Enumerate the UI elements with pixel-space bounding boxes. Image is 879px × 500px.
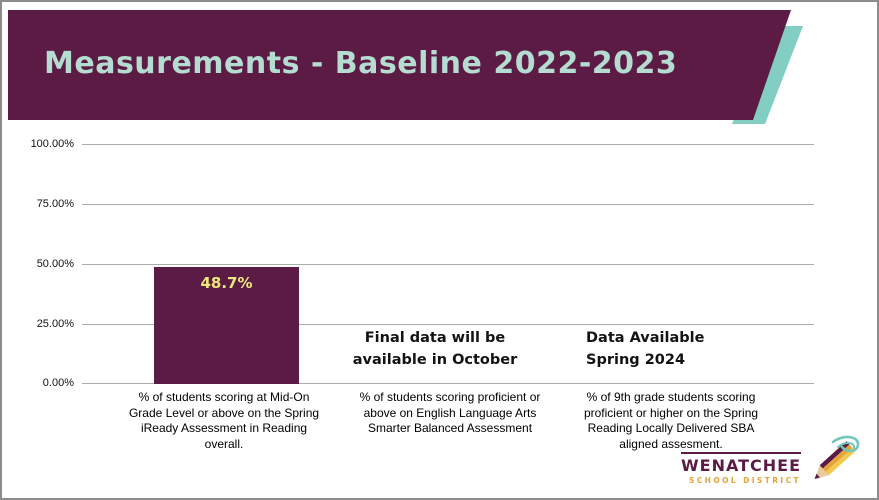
category-label-1: % of students scoring at Mid-On Grade Le… <box>128 390 320 451</box>
annotation-final-data: Final data will be available in October <box>352 330 518 368</box>
y-axis-tick-100: 100.00% <box>30 138 74 150</box>
y-axis-tick-0: 0.00% <box>42 377 74 389</box>
chart-plot-area: 48.7% <box>82 144 814 384</box>
category-label-3: % of 9th grade students scoring proficie… <box>583 390 759 451</box>
header-banner-shape <box>8 10 791 120</box>
category-label-2: % of students scoring proficient or abov… <box>359 390 541 436</box>
district-subtitle: SCHOOL DISTRICT <box>688 475 801 485</box>
y-axis-tick-25: 25.00% <box>36 318 74 330</box>
pencil-icon <box>814 435 860 480</box>
district-name: WENATCHEE <box>680 455 801 475</box>
gridline-25 <box>82 324 814 325</box>
gridline-0-axis <box>82 383 814 384</box>
slide-title: Measurements - Baseline 2022-2023 <box>44 46 678 81</box>
gridline-50 <box>82 264 814 265</box>
header-banner <box>8 10 803 124</box>
gridline-100 <box>82 144 814 145</box>
bar: 48.7% <box>154 267 299 384</box>
district-logo: WENATCHEE SCHOOL DISTRICT <box>680 451 801 485</box>
annotation-data-available: Data Available Spring 2024 <box>586 330 705 368</box>
bar-value-label: 48.7% <box>200 274 253 293</box>
y-axis-tick-50: 50.00% <box>36 258 74 270</box>
y-axis-tick-75: 75.00% <box>36 198 74 210</box>
logo-rule <box>680 451 801 454</box>
gridline-75 <box>82 204 814 205</box>
